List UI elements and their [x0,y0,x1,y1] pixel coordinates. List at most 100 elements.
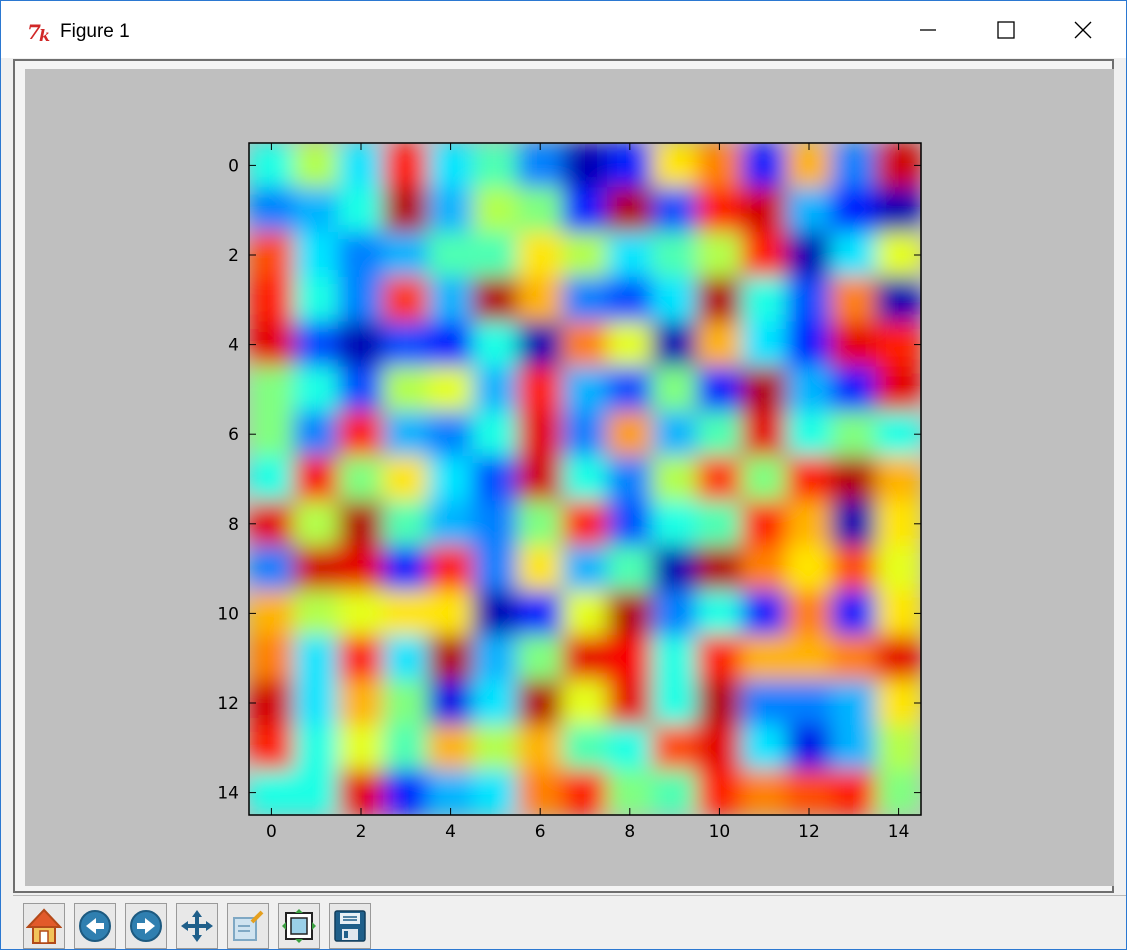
forward-button[interactable] [125,903,167,949]
heatmap-cell [830,590,877,637]
heatmap-cell [472,187,519,234]
heatmap-cell [472,769,519,815]
heatmap-cell [293,456,340,502]
heatmap-cell [562,187,608,234]
heatmap-cell [830,724,877,771]
heatmap-cell [382,680,429,726]
heatmap-cell [786,456,832,502]
heatmap-cell [472,680,519,726]
heatmap-cell [830,456,877,502]
heatmap-cell [249,276,295,323]
heatmap-cell [562,724,608,771]
heatmap-cell [651,500,698,547]
heatmap-cell [382,321,429,368]
heatmap-cell [562,456,608,502]
heatmap-cell [741,500,788,547]
home-button[interactable] [23,903,65,949]
heatmap-cell [517,545,564,592]
heatmap-cell [427,724,474,771]
heatmap-cell [338,635,384,682]
heatmap-cell [293,635,340,682]
heatmap-cell [338,680,384,726]
heatmap-cell [249,724,295,771]
heatmap-cell [651,411,698,458]
heatmap-cell [875,500,921,547]
heatmap-cell [338,500,384,547]
heatmap-cell [562,143,608,189]
heatmap-cell [830,500,877,547]
heatmap-cell [651,187,698,234]
heatmap-cell [338,187,384,234]
heatmap-cell [875,590,921,637]
x-tick-label: 8 [624,822,635,842]
heatmap-cell [472,545,519,592]
heatmap-cell [606,456,653,502]
pan-button[interactable] [176,903,218,949]
heatmap-cell [293,590,340,637]
heatmap-cell [741,321,788,368]
heatmap-cell [786,232,832,278]
x-tick-label: 6 [535,822,546,842]
heatmap-cell [249,143,295,189]
heatmap-cell [517,366,564,413]
heatmap-cell [696,724,743,771]
forward-arrow-icon [130,910,162,942]
heatmap-cell [338,590,384,637]
heatmap-cell [875,276,921,323]
heatmap-cell [562,500,608,547]
heatmap-cell [696,590,743,637]
heatmap-cell [427,366,474,413]
heatmap-cell [427,590,474,637]
heatmap-cell [517,143,564,189]
heatmap-cell [562,680,608,726]
heatmap-cell [517,500,564,547]
back-button[interactable] [74,903,116,949]
heatmap-cell [741,769,788,815]
heatmap-cell [786,321,832,368]
y-tick-label: 14 [217,784,239,804]
heatmap-cell [249,590,295,637]
heatmap-cells [249,143,921,815]
heatmap-cell [696,769,743,815]
heatmap-cell [696,635,743,682]
heatmap-cell [293,724,340,771]
heatmap-cell [293,366,340,413]
heatmap-cell [338,769,384,815]
heatmap-cell [293,321,340,368]
title-bar: 7 k Figure 1 [1,1,1126,58]
heatmap-cell [293,769,340,815]
heatmap-cell [830,276,877,323]
save-button[interactable] [329,903,371,949]
heatmap-cell [696,187,743,234]
heatmap-cell [293,187,340,234]
x-tick-label: 10 [709,822,731,842]
heatmap-cell [741,187,788,234]
heatmap-cell [875,321,921,368]
heatmap-cell [427,411,474,458]
heatmap-cell [472,411,519,458]
heatmap-cell [741,456,788,502]
heatmap-cell [786,590,832,637]
heatmap-cell [651,769,698,815]
heatmap-cell [651,276,698,323]
heatmap-cell [293,276,340,323]
x-tick-label: 12 [798,822,820,842]
heatmap-cell [338,456,384,502]
heatmap-cell [875,411,921,458]
close-button[interactable] [1045,1,1121,58]
heatmap-cell [382,232,429,278]
y-tick-label: 0 [228,156,239,176]
zoom-button[interactable] [227,903,269,949]
heatmap-cell [786,545,832,592]
heatmap-cell [606,635,653,682]
heatmap-cell [741,411,788,458]
svg-text:7: 7 [27,21,41,43]
maximize-button[interactable] [968,1,1044,58]
subplots-button[interactable] [278,903,320,949]
heatmap-cell [786,680,832,726]
heatmap-cell [517,635,564,682]
heatmap-cell [562,769,608,815]
minimize-button[interactable] [890,1,966,58]
heatmap-cell [651,456,698,502]
